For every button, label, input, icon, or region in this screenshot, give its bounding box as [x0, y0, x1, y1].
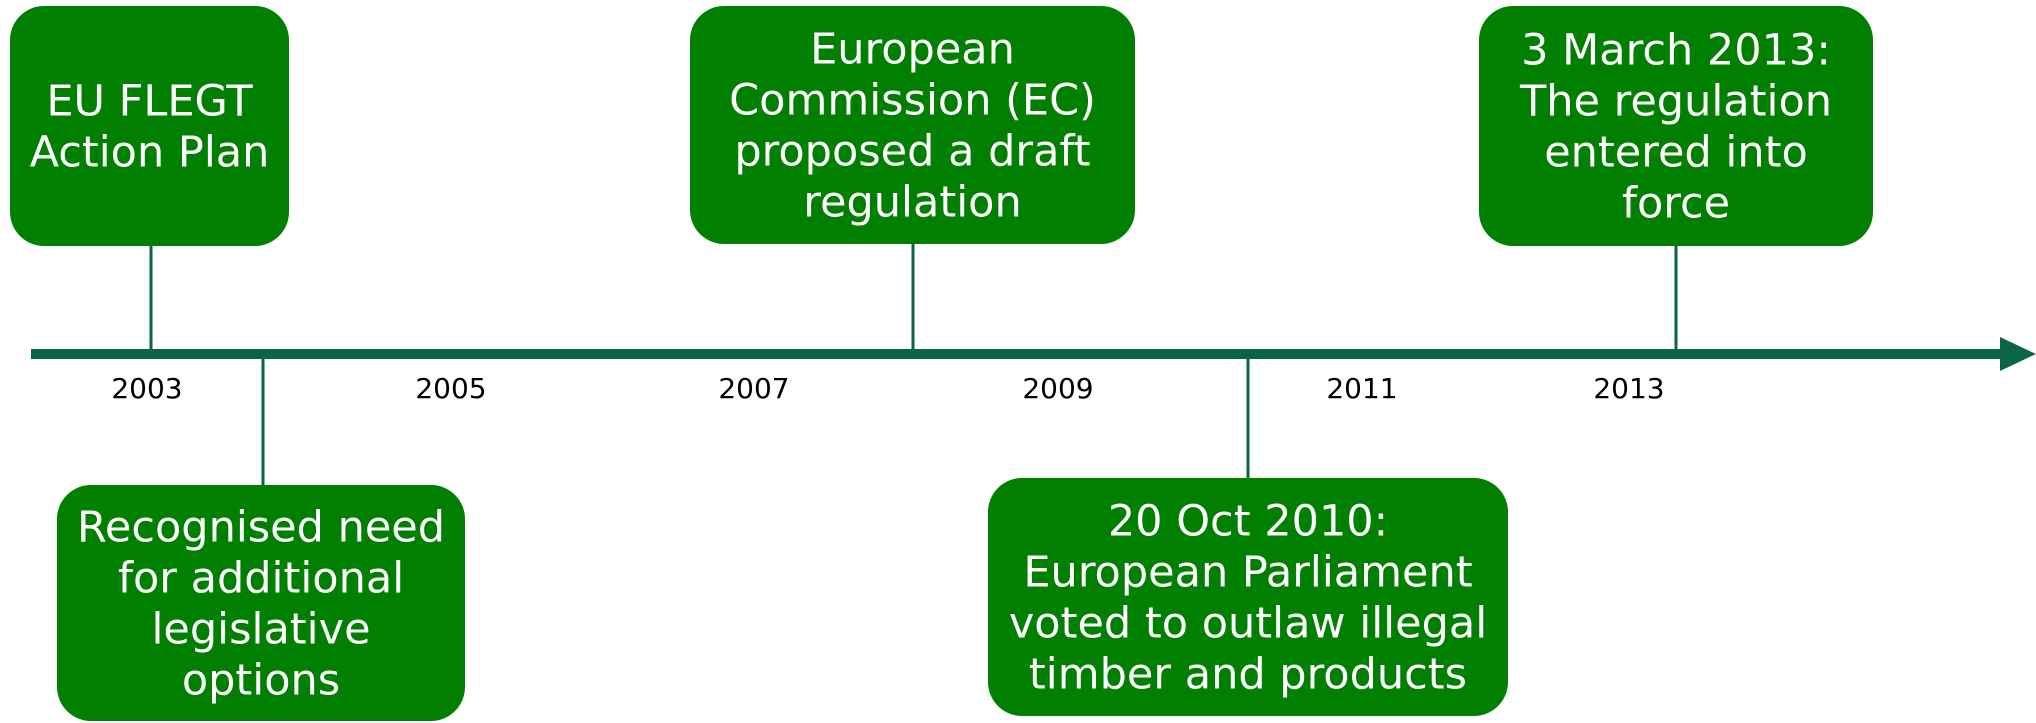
year-label: 2003	[111, 372, 182, 405]
event-text: Action Plan	[30, 128, 270, 178]
event-text: European	[810, 25, 1015, 75]
event-text: 3 March 2013:	[1521, 26, 1831, 76]
axis-arrow	[2000, 337, 2036, 371]
year-label: 2013	[1593, 372, 1664, 405]
event-text: timber and products	[1029, 650, 1467, 700]
year-label: 2007	[718, 372, 789, 405]
event-box	[690, 6, 1135, 244]
event-text: proposed a draft	[734, 127, 1090, 177]
event-text: regulation	[803, 178, 1021, 228]
event-text: 20 Oct 2010:	[1108, 497, 1388, 547]
event-text: force	[1622, 179, 1730, 229]
event-box	[10, 6, 289, 246]
event-text: EU FLEGT	[46, 77, 253, 127]
event-text: options	[182, 656, 340, 706]
event-box	[1479, 6, 1873, 246]
event-box	[988, 478, 1508, 716]
event-text: voted to outlaw illegal	[1009, 599, 1487, 649]
year-label: 2005	[415, 372, 486, 405]
event-box	[57, 485, 465, 721]
event-text: The regulation	[1519, 77, 1832, 127]
year-label: 2009	[1022, 372, 1093, 405]
event-text: legislative	[151, 605, 370, 655]
year-label: 2011	[1326, 372, 1397, 405]
event-text: European Parliament	[1023, 548, 1472, 598]
event-text: entered into	[1544, 128, 1808, 178]
event-text: Recognised need	[77, 503, 445, 553]
event-text: for additional	[118, 554, 404, 604]
event-text: Commission (EC)	[729, 76, 1096, 126]
